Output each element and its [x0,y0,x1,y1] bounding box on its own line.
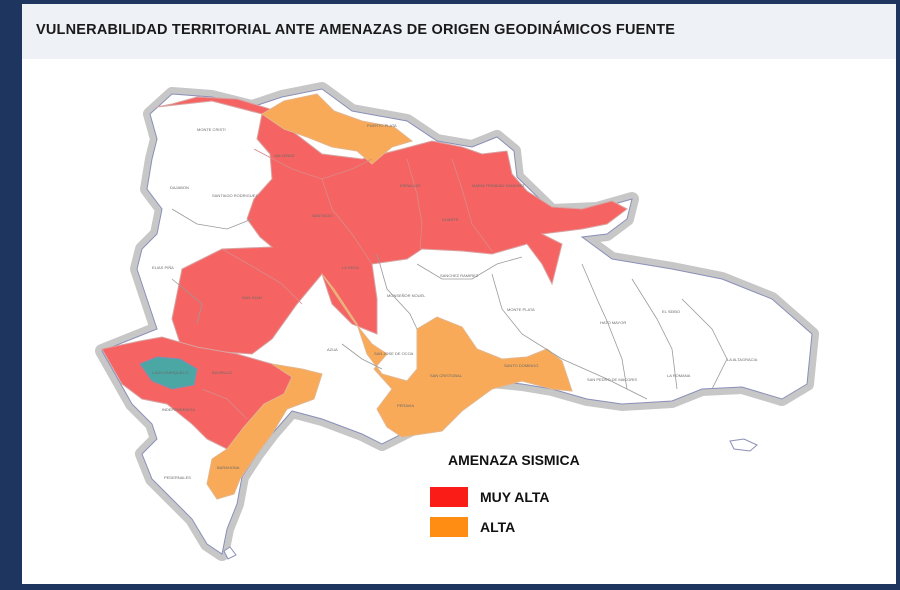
label-sanchez-ramirez: SANCHEZ RAMIREZ [440,273,479,278]
label-pedernales: PEDERNALES [164,475,191,480]
header-bar: VULNERABILIDAD TERRITORIAL ANTE AMENAZAS… [22,4,896,59]
label-monte-cristi: MONTE CRISTI [197,127,226,132]
label-independencia: INDEPENDENCIA [162,407,195,412]
legend-label-muy-alta: MUY ALTA [480,489,550,505]
label-hato-mayor: HATO MAYOR [600,320,626,325]
label-la-altagracia: LA ALTAGRACIA [727,357,758,362]
legend-label-alta: ALTA [480,519,516,535]
label-puerto-plata: PUERTO PLATA [367,123,397,128]
label-mts: MARIA TRINIDAD SANCHEZ [472,183,525,188]
label-azua: AZUA [327,347,338,352]
legend-swatch-alta [430,517,468,537]
label-dajabon: DAJABON [170,185,189,190]
label-valverde: VALVERDE [274,153,295,158]
label-la-romana: LA ROMANA [667,373,691,378]
label-lago-enriquillo: LAGO ENRIQUILLO [152,370,188,375]
legend-item-alta: ALTA [430,516,515,538]
legend: AMENAZA SISMICA MUY ALTA ALTA [427,452,647,537]
legend-swatch-muy-alta [430,487,468,507]
page-title: VULNERABILIDAD TERRITORIAL ANTE AMENAZAS… [36,22,676,38]
label-la-vega: LA VEGA [342,265,359,270]
label-barahona: BARAHONA [217,465,240,470]
alta-region-north [261,93,414,165]
label-san-cristobal: SAN CRISTOBAL [430,373,463,378]
label-espaillat: ESPAILLAT [400,183,421,188]
isla-saona [729,438,758,452]
island-map: MONTE CRISTI PUERTO PLATA VALVERDE ESPAI… [95,82,819,561]
label-santiago: SANTIAGO [312,213,333,218]
label-san-juan: SAN JUAN [242,295,262,300]
map-card: VULNERABILIDAD TERRITORIAL ANTE AMENAZAS… [22,4,896,584]
label-peravia: PERAVIA [397,403,414,408]
legend-item-muy-alta: MUY ALTA [430,486,549,508]
province-labels: MONTE CRISTI PUERTO PLATA VALVERDE ESPAI… [152,123,758,480]
label-san-pedro-de-macoris: SAN PEDRO DE MACORIS [587,377,637,382]
red-area-borders [201,148,493,420]
alta-region-south [206,273,573,500]
muy-alta-region-north [156,96,628,355]
province-borders [171,208,728,400]
isla-beata [223,546,237,560]
label-monsenor-nouel: MONSEÑOR NOUEL [387,293,426,298]
label-monte-plata: MONTE PLATA [507,307,535,312]
label-baoruco: BAORUCO [212,370,232,375]
lake-enriquillo [139,356,198,390]
legend-title: AMENAZA SISMICA [448,452,580,468]
label-santo-domingo: SANTO DOMINGO [504,363,538,368]
label-el-seibo: EL SEIBO [662,309,680,314]
label-san-jose-de-ocoa: SAN JOSE DE OCOA [374,351,414,356]
label-santiago-rodriguez: SANTIAGO RODRIGUEZ [212,193,258,198]
label-elias-pina: ELIAS PIÑA [152,265,174,270]
label-duarte: DUARTE [442,217,459,222]
